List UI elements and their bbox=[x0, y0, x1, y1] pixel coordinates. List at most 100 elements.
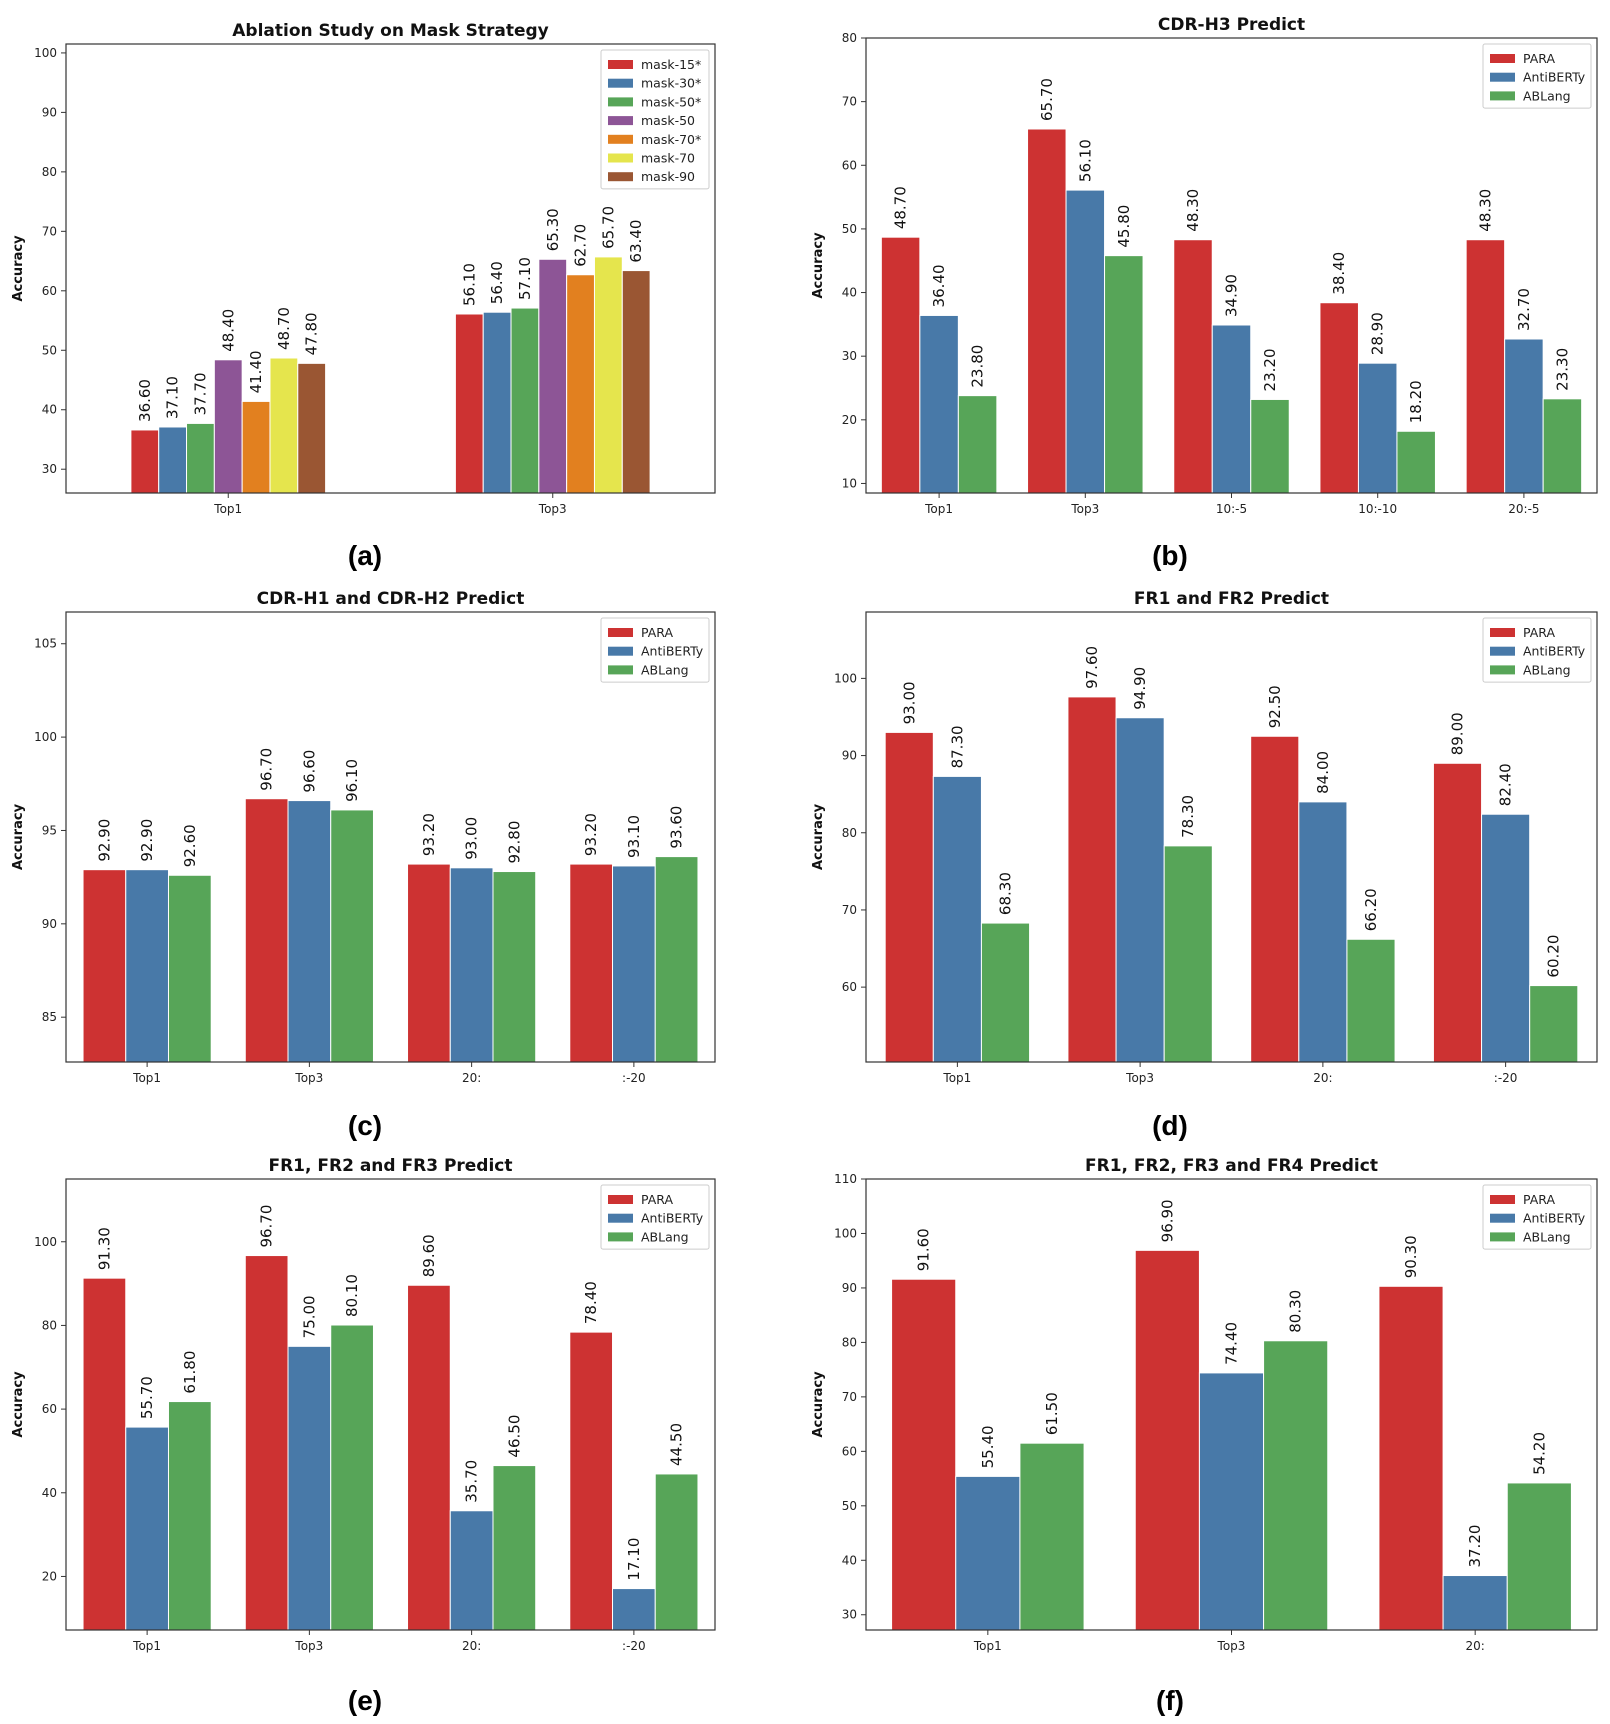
data-label: 55.40 bbox=[979, 1425, 997, 1468]
bar bbox=[287, 1345, 332, 1631]
legend: PARA AntiBERTy ABLang bbox=[1482, 1184, 1592, 1250]
bar bbox=[125, 1426, 169, 1631]
data-label: 56.40 bbox=[488, 261, 506, 304]
y-tick-label: 20 bbox=[842, 413, 857, 427]
data-label: 60.20 bbox=[1545, 935, 1563, 978]
data-label: 68.30 bbox=[996, 872, 1014, 915]
y-tick-label: 10 bbox=[842, 476, 857, 490]
x-tick-label: Top3 bbox=[1070, 502, 1099, 516]
legend-swatch bbox=[608, 1232, 633, 1242]
legend: PARA AntiBERTy ABLang bbox=[600, 617, 710, 683]
data-label: 78.30 bbox=[1179, 795, 1197, 838]
y-tick-label: 30 bbox=[842, 349, 857, 363]
legend-swatch bbox=[608, 134, 633, 144]
x-tick-label: Top3 bbox=[538, 502, 567, 516]
y-tick-label: 90 bbox=[42, 917, 57, 931]
y-tick-label: 50 bbox=[842, 1499, 857, 1513]
bar bbox=[1442, 1575, 1508, 1631]
chart-b: CDR-H3 Predict Accuracy 10 20 30 40 50 60 70 80 48… bbox=[811, 15, 1598, 516]
data-label: 80.30 bbox=[1287, 1290, 1305, 1333]
y-axis-label: Accuracy bbox=[11, 803, 26, 870]
x-tick-label: 10:-5 bbox=[1216, 502, 1247, 516]
data-label: 48.70 bbox=[892, 186, 910, 229]
legend-label: PARA bbox=[1523, 51, 1555, 66]
y-tick-label: 90 bbox=[42, 105, 57, 119]
x-tick-label: Top1 bbox=[213, 502, 242, 516]
chart-e: FR1, FR2 and FR3 Predict Accuracy 20 40 60 80… bbox=[11, 1156, 716, 1653]
bar bbox=[612, 865, 656, 1063]
bar bbox=[1104, 255, 1144, 494]
bar bbox=[932, 775, 982, 1063]
y-tick-label: 90 bbox=[842, 749, 857, 763]
legend-swatch bbox=[608, 116, 633, 126]
bar bbox=[1504, 338, 1544, 494]
data-label: 93.00 bbox=[900, 681, 918, 724]
bar bbox=[880, 236, 921, 494]
data-label: 93.60 bbox=[668, 806, 686, 849]
data-label: 65.30 bbox=[544, 208, 562, 251]
bar bbox=[884, 731, 934, 1063]
bar bbox=[1027, 128, 1067, 494]
bar bbox=[593, 256, 623, 494]
y-tick-label: 50 bbox=[842, 222, 857, 236]
y-tick-label: 30 bbox=[42, 462, 57, 476]
bar bbox=[1378, 1285, 1444, 1631]
legend: PARA AntiBERTy ABLang bbox=[600, 1184, 710, 1250]
bar bbox=[569, 863, 614, 1063]
y-axis-label: Accuracy bbox=[11, 1371, 26, 1438]
legend-label: mask-70 bbox=[641, 151, 695, 166]
data-label: 23.30 bbox=[1553, 348, 1571, 391]
data-label: 92.80 bbox=[505, 821, 523, 864]
data-label: 18.20 bbox=[1407, 380, 1425, 423]
data-label: 36.60 bbox=[136, 379, 154, 422]
legend-label: ABLang bbox=[1523, 88, 1571, 103]
bar bbox=[891, 1278, 957, 1631]
data-label: 56.10 bbox=[1076, 139, 1094, 182]
y-tick-label: 100 bbox=[34, 1235, 57, 1249]
bar bbox=[1263, 1340, 1329, 1631]
bar bbox=[269, 357, 299, 494]
y-tick-label: 60 bbox=[842, 158, 857, 172]
bar bbox=[449, 867, 494, 1063]
data-label: 74.40 bbox=[1223, 1322, 1241, 1365]
data-label: 37.10 bbox=[164, 376, 182, 419]
bar bbox=[167, 874, 212, 1063]
data-label: 35.70 bbox=[463, 1460, 481, 1503]
legend-swatch bbox=[608, 97, 633, 107]
chart-title: FR1, FR2 and FR3 Predict bbox=[268, 1156, 512, 1176]
legend-label: mask-50* bbox=[641, 94, 701, 109]
plot-frame bbox=[865, 611, 1598, 1063]
legend-swatch bbox=[608, 60, 633, 69]
chart-title: FR1 and FR2 Predict bbox=[1134, 589, 1329, 609]
data-label: 56.10 bbox=[460, 263, 478, 306]
x-tick-label: 20: bbox=[462, 1639, 481, 1653]
legend-swatch bbox=[608, 1195, 633, 1204]
data-label: 45.80 bbox=[1115, 205, 1133, 248]
bar bbox=[1542, 398, 1583, 494]
chart-title: FR1, FR2, FR3 and FR4 Predict bbox=[1085, 1156, 1378, 1176]
data-label: 92.50 bbox=[1266, 685, 1284, 728]
bar bbox=[980, 922, 1031, 1063]
bar bbox=[1250, 735, 1300, 1063]
data-label: 93.20 bbox=[420, 813, 438, 856]
chart-title: CDR-H3 Predict bbox=[1158, 15, 1305, 35]
y-tick-label: 100 bbox=[834, 1226, 857, 1240]
plot-frame bbox=[65, 1178, 716, 1631]
data-label: 61.80 bbox=[181, 1351, 199, 1394]
data-label: 90.30 bbox=[1402, 1235, 1420, 1278]
legend-label: ABLang bbox=[641, 662, 689, 677]
panel-e: FR1, FR2 and FR3 Predict Accuracy 20 40 60 80… bbox=[0, 1150, 805, 1724]
data-label: 89.00 bbox=[1449, 712, 1467, 755]
bar bbox=[1319, 302, 1359, 494]
panel-d: FR1 and FR2 Predict Accuracy 60 70 80 90 100 93… bbox=[805, 575, 1610, 1150]
x-tick-label: Top1 bbox=[924, 502, 953, 516]
data-label: 92.60 bbox=[181, 824, 199, 867]
bar bbox=[654, 856, 699, 1063]
bar bbox=[125, 869, 169, 1063]
data-label: 37.70 bbox=[191, 372, 209, 415]
x-tick-label: 20: bbox=[1313, 1071, 1332, 1085]
data-label: 93.20 bbox=[582, 813, 600, 856]
y-axis-label: Accuracy bbox=[811, 232, 826, 299]
bar bbox=[1250, 398, 1290, 494]
chart-c: CDR-H1 and CDR-H2 Predict Accuracy 85 90 95 1… bbox=[11, 589, 716, 1085]
